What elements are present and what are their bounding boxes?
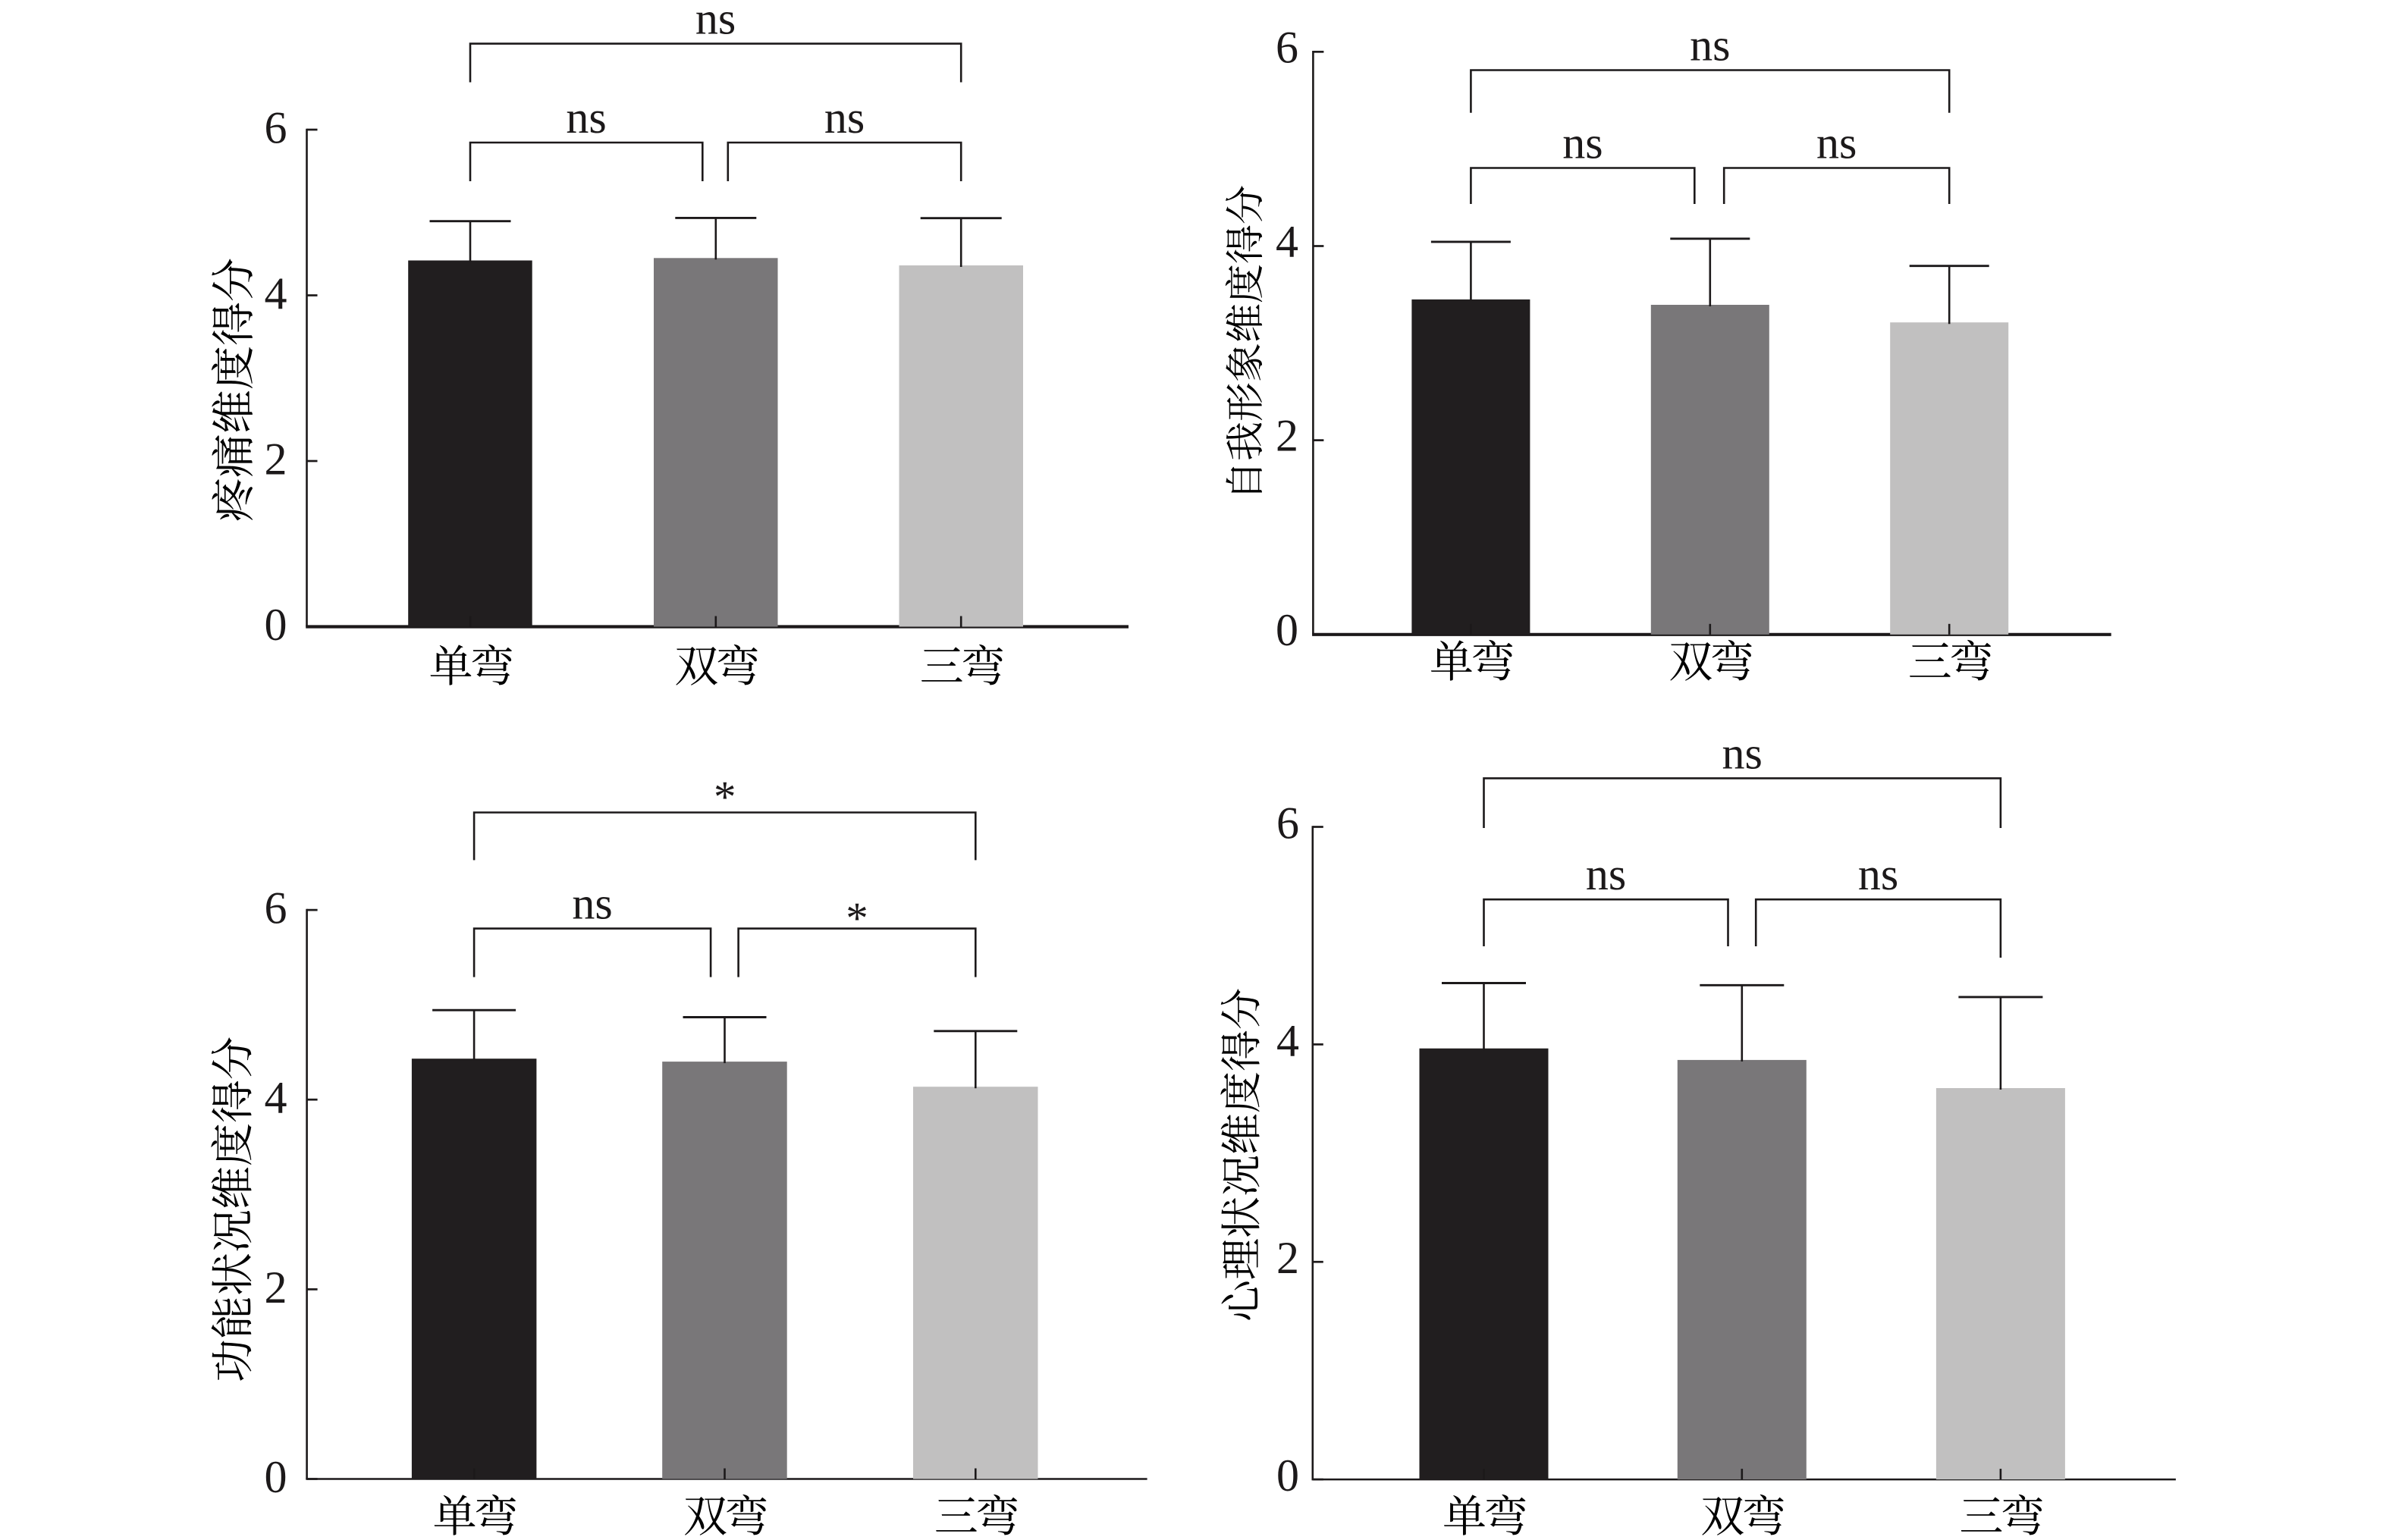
svg-text:4: 4	[265, 1073, 287, 1123]
svg-text:ns: ns	[1816, 118, 1857, 168]
svg-text:6: 6	[265, 883, 287, 933]
svg-text:2: 2	[1276, 1233, 1299, 1283]
svg-text:2: 2	[265, 1262, 287, 1313]
svg-text:0: 0	[1276, 605, 1298, 655]
svg-text:0: 0	[265, 1452, 287, 1502]
svg-text:ns: ns	[824, 93, 865, 143]
svg-text:*: *	[714, 772, 736, 822]
svg-text:ns: ns	[572, 879, 612, 929]
svg-text:ns: ns	[1690, 20, 1730, 71]
svg-text:6: 6	[1276, 22, 1298, 72]
svg-text:*: *	[846, 893, 868, 943]
svg-text:ns: ns	[1858, 849, 1898, 899]
svg-text:0: 0	[265, 600, 287, 650]
svg-text:4: 4	[265, 268, 287, 318]
svg-text:2: 2	[1276, 411, 1298, 461]
svg-text:6: 6	[265, 103, 287, 153]
svg-text:ns: ns	[1722, 728, 1763, 778]
svg-text:ns: ns	[695, 0, 736, 44]
svg-text:ns: ns	[1562, 118, 1603, 168]
svg-text:6: 6	[1276, 798, 1299, 848]
svg-text:ns: ns	[566, 93, 606, 143]
svg-text:0: 0	[1276, 1451, 1299, 1501]
svg-text:2: 2	[265, 434, 287, 485]
svg-text:4: 4	[1276, 217, 1298, 267]
svg-text:ns: ns	[1586, 849, 1626, 899]
svg-text:4: 4	[1276, 1015, 1299, 1065]
